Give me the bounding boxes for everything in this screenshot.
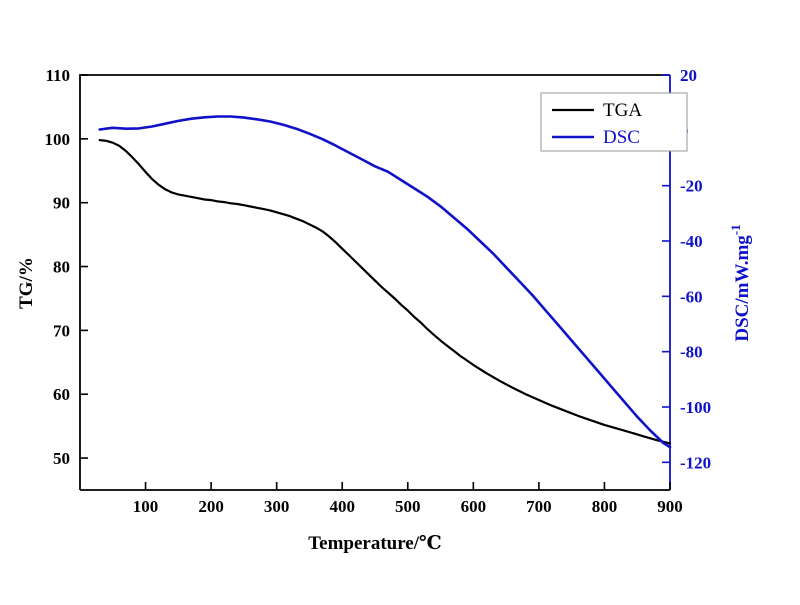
- y-right-tick-label: -40: [680, 232, 703, 251]
- axes: 100 200 300 400 500 600 700 800 900 50 60 70 80 90 100…: [45, 66, 712, 516]
- series: [98, 115, 672, 449]
- y-right-tick-label: -120: [680, 453, 711, 472]
- legend-label-tga: TGA: [603, 100, 642, 121]
- y-left-tick-label: 70: [53, 321, 70, 340]
- y-right-tick-label: -60: [680, 287, 703, 306]
- x-tick-label: 100: [133, 497, 159, 516]
- y-left-tick-label: 100: [45, 130, 71, 149]
- y-left-tick-label: 80: [53, 258, 70, 277]
- legend: TGA DSC: [540, 92, 688, 152]
- x-tick-label: 600: [461, 497, 487, 516]
- x-tick-label: 800: [592, 497, 618, 516]
- y-right-tick-label: -80: [680, 343, 703, 362]
- y-axis-title-left: TG/%: [16, 257, 37, 309]
- x-tick-label: 700: [526, 497, 552, 516]
- x-tick-label: 900: [657, 497, 683, 516]
- y-right-tick-label: -100: [680, 398, 711, 417]
- y-axis-title-right-main: DSC/mW.mg: [732, 235, 753, 342]
- legend-item-tga: TGA: [552, 100, 642, 121]
- y-left-tick-label: 50: [53, 449, 70, 468]
- y-right-tick-label: -20: [680, 177, 703, 196]
- dsc-curve: [98, 115, 672, 449]
- y-left-tick-label: 90: [53, 194, 70, 213]
- legend-label-dsc: DSC: [603, 127, 640, 148]
- tga-curve: [98, 139, 672, 445]
- y-right-tick-label: 20: [680, 66, 697, 85]
- y-axis-title-right: DSC/mW.mg-1: [728, 224, 753, 341]
- x-tick-label: 300: [264, 497, 290, 516]
- x-tick-label: 400: [329, 497, 355, 516]
- x-axis-title: Temperature/℃: [308, 533, 442, 554]
- x-tick-label: 200: [198, 497, 224, 516]
- y-left-tick-label: 60: [53, 385, 70, 404]
- x-tick-label: 500: [395, 497, 421, 516]
- y-left-tick-label: 110: [45, 66, 70, 85]
- y-axis-title-right-exp: -1: [728, 224, 743, 235]
- legend-box: [540, 92, 688, 152]
- legend-item-dsc: DSC: [552, 127, 640, 148]
